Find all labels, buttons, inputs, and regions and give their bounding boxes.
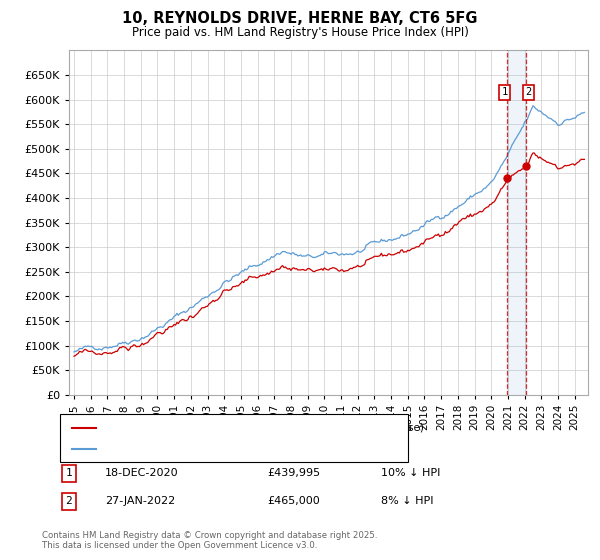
Bar <box>507 50 526 395</box>
Text: 10, REYNOLDS DRIVE, HERNE BAY, CT6 5FG: 10, REYNOLDS DRIVE, HERNE BAY, CT6 5FG <box>122 11 478 26</box>
Text: 1: 1 <box>65 468 73 478</box>
Text: 10% ↓ HPI: 10% ↓ HPI <box>381 468 440 478</box>
Text: 8% ↓ HPI: 8% ↓ HPI <box>381 496 433 506</box>
Text: HPI: Average price, detached house, Canterbury: HPI: Average price, detached house, Cant… <box>102 444 354 454</box>
Text: 2: 2 <box>525 87 532 97</box>
Text: £439,995: £439,995 <box>267 468 320 478</box>
Text: 18-DEC-2020: 18-DEC-2020 <box>105 468 179 478</box>
Text: 10, REYNOLDS DRIVE, HERNE BAY, CT6 5FG (detached house): 10, REYNOLDS DRIVE, HERNE BAY, CT6 5FG (… <box>102 423 424 433</box>
Text: 1: 1 <box>502 87 508 97</box>
Text: Contains HM Land Registry data © Crown copyright and database right 2025.
This d: Contains HM Land Registry data © Crown c… <box>42 531 377 550</box>
Text: £465,000: £465,000 <box>267 496 320 506</box>
Text: 2: 2 <box>65 496 73 506</box>
Text: 27-JAN-2022: 27-JAN-2022 <box>105 496 175 506</box>
Text: Price paid vs. HM Land Registry's House Price Index (HPI): Price paid vs. HM Land Registry's House … <box>131 26 469 39</box>
